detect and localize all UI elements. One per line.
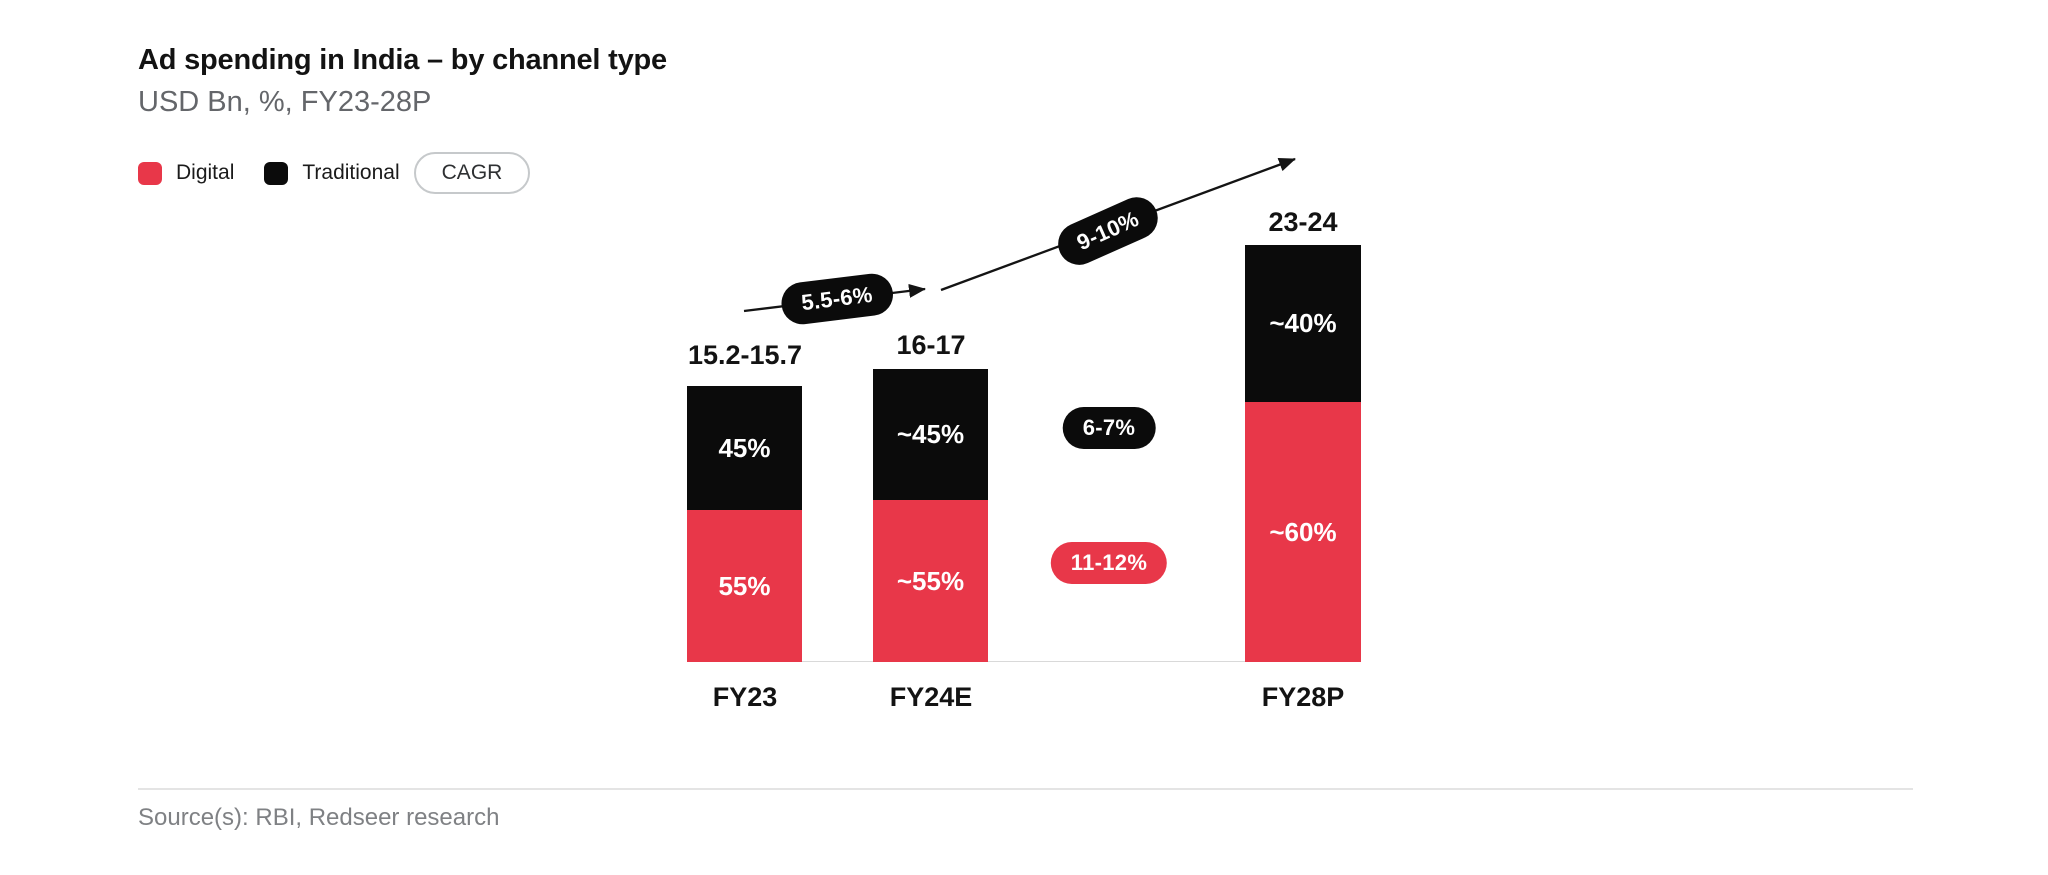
total-label-fy24e: 16-17 — [896, 330, 966, 360]
bar-fy23-traditional-value: 45% — [718, 432, 771, 463]
bar-fy28p-digital-value: ~60% — [1269, 516, 1337, 547]
x-axis-baseline — [687, 661, 1361, 662]
footer-divider — [138, 788, 1913, 790]
bar-fy24e-traditional-value: ~45% — [896, 419, 965, 449]
category-label-fy23: FY23 — [712, 682, 778, 712]
bar-fy28p-digital: ~60% — [1245, 402, 1361, 662]
source-attribution: Source(s): RBI, Redseer research — [138, 804, 500, 831]
cagr-pill-fy23-fy24: 5.5-6% — [779, 271, 895, 327]
cagr-legend-pill: CAGR — [413, 152, 531, 194]
category-label-fy24e: FY24E — [889, 682, 973, 712]
total-label-fy23: 15.2-15.7 — [687, 340, 803, 370]
bar-fy24e-traditional: ~45% — [873, 369, 988, 500]
digital-legend-swatch — [138, 161, 162, 185]
chart-title: Ad spending in India – by channel type — [138, 44, 667, 76]
chart-subtitle: USD Bn, %, FY23-28P — [138, 86, 432, 118]
category-label-fy28p: FY28P — [1261, 682, 1345, 712]
digital-legend-label: Digital — [176, 161, 235, 184]
cagr-pill-traditional: 6-7% — [1062, 407, 1156, 449]
bar-fy24e-digital-value: ~55% — [896, 565, 965, 596]
total-label-fy28p: 23-24 — [1268, 207, 1338, 237]
bar-fy24e-digital: ~55% — [873, 500, 988, 662]
bar-fy23-digital: 55% — [687, 510, 802, 662]
traditional-legend-swatch — [264, 161, 289, 185]
bar-fy28p-traditional-value: ~40% — [1269, 308, 1337, 338]
traditional-legend-label: Traditional — [302, 161, 400, 184]
bar-fy23-traditional: 45% — [687, 386, 802, 510]
bar-fy28p-traditional: ~40% — [1245, 245, 1361, 402]
cagr-pill-digital: 11-12% — [1050, 542, 1168, 584]
cagr-pill-fy24-fy28: 9-10% — [1051, 190, 1165, 272]
bar-fy23-digital-value: 55% — [718, 570, 771, 601]
legend: Digital Traditional CAGR — [138, 151, 531, 195]
